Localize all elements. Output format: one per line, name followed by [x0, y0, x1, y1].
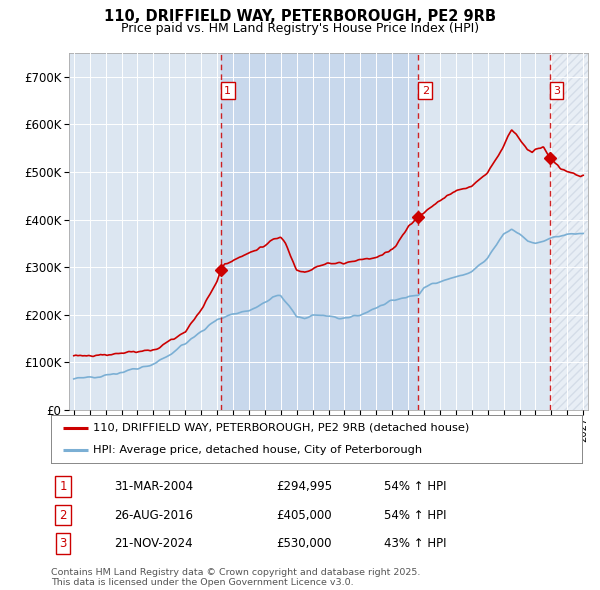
- Text: HPI: Average price, detached house, City of Peterborough: HPI: Average price, detached house, City…: [94, 445, 422, 455]
- Text: 110, DRIFFIELD WAY, PETERBOROUGH, PE2 9RB: 110, DRIFFIELD WAY, PETERBOROUGH, PE2 9R…: [104, 9, 496, 24]
- Text: 31-MAR-2004: 31-MAR-2004: [114, 480, 193, 493]
- Text: £294,995: £294,995: [276, 480, 332, 493]
- Text: Contains HM Land Registry data © Crown copyright and database right 2025.
This d: Contains HM Land Registry data © Crown c…: [51, 568, 421, 587]
- Bar: [550, 53, 599, 410]
- Text: 21-NOV-2024: 21-NOV-2024: [114, 537, 193, 550]
- Bar: [221, 53, 418, 410]
- Text: 43% ↑ HPI: 43% ↑ HPI: [384, 537, 446, 550]
- Text: 54% ↑ HPI: 54% ↑ HPI: [384, 509, 446, 522]
- Text: 3: 3: [553, 86, 560, 96]
- Text: 54% ↑ HPI: 54% ↑ HPI: [384, 480, 446, 493]
- Text: 1: 1: [224, 86, 231, 96]
- Text: £405,000: £405,000: [276, 509, 332, 522]
- Text: £530,000: £530,000: [276, 537, 331, 550]
- Text: 1: 1: [59, 480, 67, 493]
- Text: 26-AUG-2016: 26-AUG-2016: [114, 509, 193, 522]
- Text: 2: 2: [422, 86, 429, 96]
- Text: 3: 3: [59, 537, 67, 550]
- Text: 110, DRIFFIELD WAY, PETERBOROUGH, PE2 9RB (detached house): 110, DRIFFIELD WAY, PETERBOROUGH, PE2 9R…: [94, 423, 470, 433]
- Text: Price paid vs. HM Land Registry's House Price Index (HPI): Price paid vs. HM Land Registry's House …: [121, 22, 479, 35]
- Text: 2: 2: [59, 509, 67, 522]
